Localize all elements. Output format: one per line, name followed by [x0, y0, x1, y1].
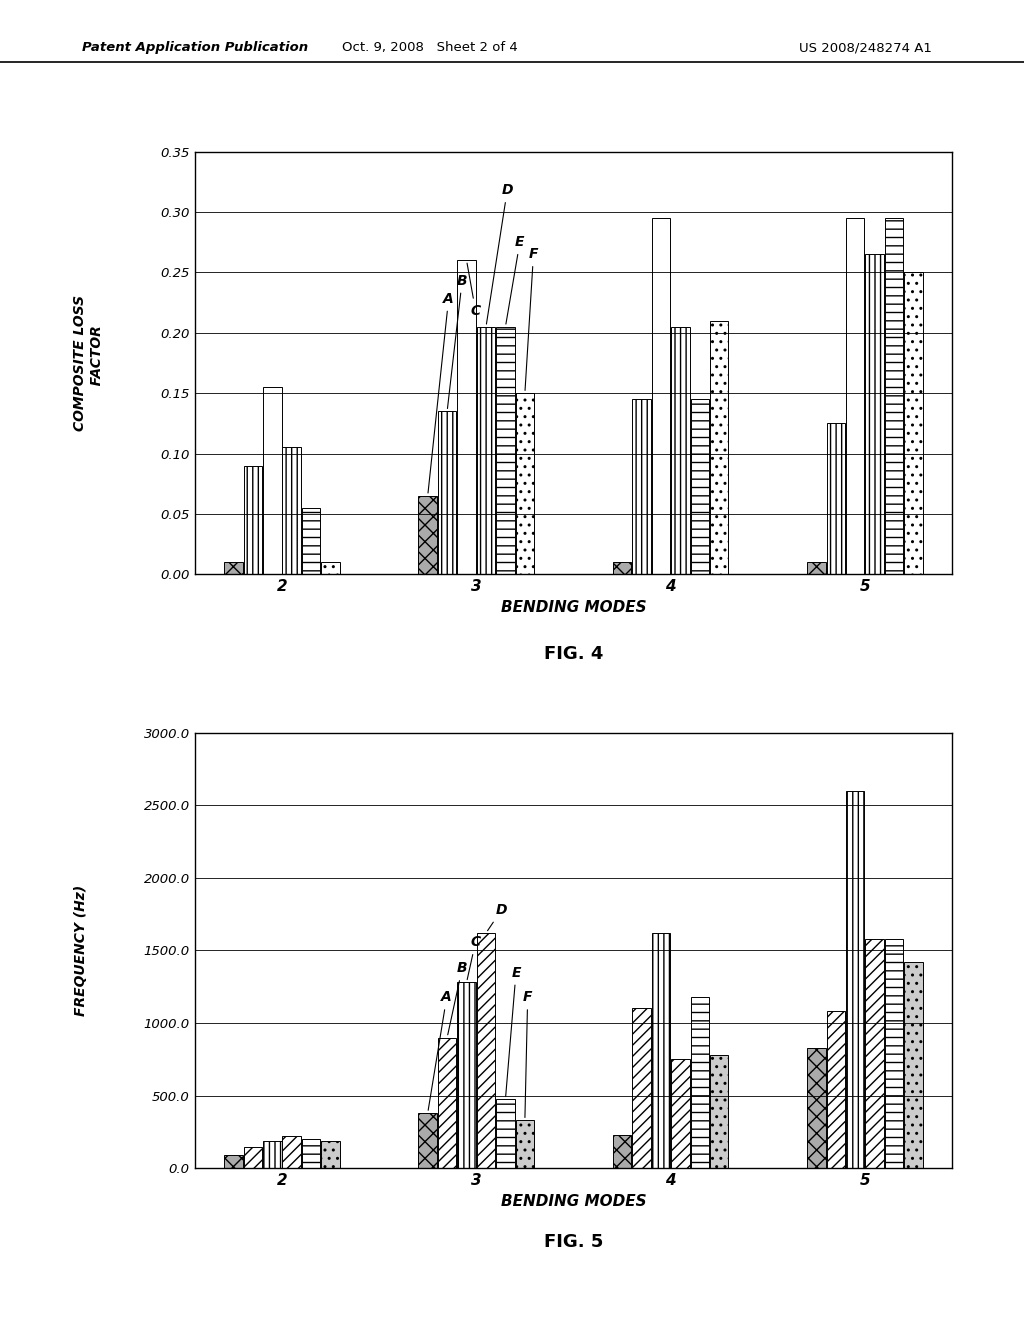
Text: A: A — [428, 990, 452, 1110]
Bar — [885, 218, 903, 574]
Bar — [710, 1055, 728, 1168]
Bar — [322, 562, 340, 574]
Bar — [632, 1008, 650, 1168]
Bar — [458, 260, 476, 574]
Bar — [477, 327, 496, 574]
Bar — [516, 393, 535, 574]
Text: FIG. 5: FIG. 5 — [544, 1233, 603, 1250]
Bar — [632, 399, 650, 574]
Bar — [612, 562, 631, 574]
Bar — [885, 939, 903, 1168]
Bar — [283, 1137, 301, 1168]
Text: B: B — [447, 961, 468, 1035]
Text: C: C — [467, 263, 480, 318]
Text: A: A — [428, 292, 454, 492]
Text: F: F — [523, 990, 532, 1118]
Bar — [904, 272, 923, 574]
Text: B: B — [447, 273, 468, 408]
Bar — [690, 997, 709, 1168]
Bar — [671, 1059, 689, 1168]
Bar — [846, 791, 864, 1168]
Bar — [224, 562, 243, 574]
Bar — [458, 982, 476, 1168]
Y-axis label: COMPOSITE LOSS
   FACTOR: COMPOSITE LOSS FACTOR — [74, 294, 103, 432]
Text: E: E — [506, 965, 521, 1097]
Bar — [438, 1038, 457, 1168]
Bar — [283, 447, 301, 574]
Bar — [419, 1113, 437, 1168]
Bar — [477, 933, 496, 1168]
Bar — [244, 1147, 262, 1168]
Text: D: D — [487, 903, 507, 931]
Bar — [302, 1139, 321, 1168]
Y-axis label: FREQUENCY (Hz): FREQUENCY (Hz) — [75, 884, 88, 1016]
Text: D: D — [486, 183, 513, 323]
Bar — [651, 933, 670, 1168]
Bar — [263, 1140, 282, 1168]
Bar — [263, 387, 282, 574]
Bar — [497, 1100, 515, 1168]
Text: C: C — [467, 935, 480, 979]
Bar — [690, 399, 709, 574]
Bar — [516, 1121, 535, 1168]
Bar — [904, 962, 923, 1168]
X-axis label: BENDING MODES: BENDING MODES — [501, 599, 646, 615]
Bar — [244, 466, 262, 574]
Bar — [826, 1011, 845, 1168]
Bar — [497, 327, 515, 574]
Bar — [826, 424, 845, 574]
Bar — [807, 562, 825, 574]
Bar — [438, 412, 457, 574]
Bar — [224, 1155, 243, 1168]
Text: E: E — [506, 235, 524, 323]
Bar — [671, 327, 689, 574]
Bar — [807, 1048, 825, 1168]
Bar — [710, 321, 728, 574]
Bar — [302, 508, 321, 574]
Text: FIG. 4: FIG. 4 — [544, 644, 603, 663]
Text: Oct. 9, 2008   Sheet 2 of 4: Oct. 9, 2008 Sheet 2 of 4 — [342, 41, 518, 54]
Bar — [322, 1142, 340, 1168]
X-axis label: BENDING MODES: BENDING MODES — [501, 1193, 646, 1209]
Bar — [865, 255, 884, 574]
Bar — [651, 218, 670, 574]
Text: US 2008/248274 A1: US 2008/248274 A1 — [799, 41, 932, 54]
Bar — [419, 496, 437, 574]
Bar — [865, 939, 884, 1168]
Text: F: F — [525, 247, 539, 391]
Bar — [846, 218, 864, 574]
Text: Patent Application Publication: Patent Application Publication — [82, 41, 308, 54]
Bar — [612, 1135, 631, 1168]
